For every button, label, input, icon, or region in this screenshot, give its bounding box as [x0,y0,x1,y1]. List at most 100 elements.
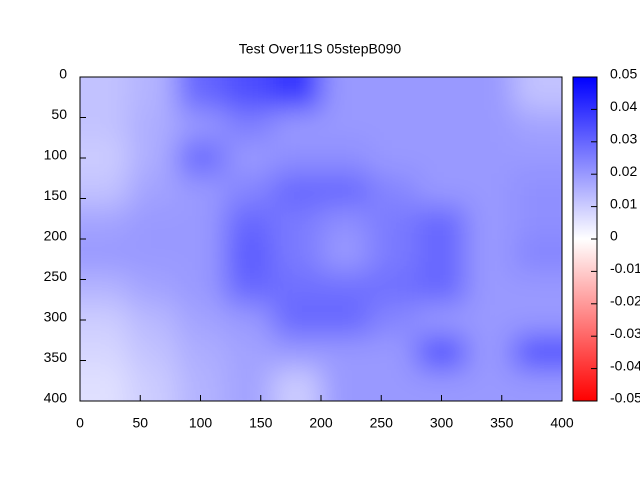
heatmap-cell [176,174,226,208]
heatmap-cell [321,368,371,401]
y-tick-label: 150 [44,187,68,203]
heatmap-cell [224,109,274,143]
heatmap-cell [224,303,274,338]
heatmap-cell [272,303,322,338]
heatmap-cell [321,206,371,240]
heatmap-cell [80,109,130,143]
heatmap-cell [465,239,515,273]
heatmap-cell [417,141,467,176]
heatmap [80,77,562,401]
heatmap-cell [176,206,226,240]
heatmap-cell [176,303,226,338]
heatmap-cell [128,271,178,305]
colorbar-tick-label: -0.04 [610,357,640,373]
heatmap-cell [321,141,371,176]
colorbar-tick-label: 0.02 [610,163,637,179]
heatmap-cell [128,368,178,401]
heatmap-cell [369,109,419,143]
heatmap-cell [224,77,274,111]
x-tick-label: 0 [76,415,84,431]
heatmap-cell [369,206,419,240]
heatmap-cell [80,368,130,401]
heatmap-cell [321,271,371,305]
heatmap-cell [369,271,419,305]
heatmap-cell [513,206,562,240]
x-tick-label: 100 [189,415,213,431]
y-tick-label: 300 [44,309,68,325]
heatmap-cell [465,77,515,111]
heatmap-cell [417,336,467,370]
heatmap-cell [80,174,130,208]
colorbar-tick-label: -0.01 [610,260,640,276]
heatmap-cell [128,77,178,111]
heatmap-cell [224,206,274,240]
heatmap-cell [80,206,130,240]
heatmap-cell [128,336,178,370]
heatmap-cell [513,336,562,370]
x-tick-label: 250 [370,415,394,431]
colorbar [572,76,598,402]
heatmap-cell [417,206,467,240]
y-tick-label: 0 [59,66,67,82]
heatmap-cell [176,109,226,143]
heatmap-cell [80,141,130,176]
heatmap-cell [128,206,178,240]
heatmap-cell [272,174,322,208]
heatmap-cell [465,368,515,401]
heatmap-cell [80,239,130,273]
heatmap-cell [224,239,274,273]
heatmap-cell [272,271,322,305]
heatmap-cell [513,368,562,401]
heatmap-cell [272,368,322,401]
heatmap-cell [128,109,178,143]
heatmap-cell [465,141,515,176]
heatmap-cell [513,109,562,143]
heatmap-cell [321,239,371,273]
heatmap-cell [417,303,467,338]
heatmap-cell [417,174,467,208]
heatmap-cell [513,303,562,338]
heatmap-cell [128,174,178,208]
heatmap-cells [80,77,562,401]
heatmap-cell [321,336,371,370]
heatmap-cell [176,336,226,370]
heatmap-cell [513,141,562,176]
heatmap-cell [513,239,562,273]
x-tick-label: 300 [430,415,454,431]
heatmap-cell [369,303,419,338]
heatmap-cell [417,239,467,273]
x-tick-label: 150 [249,415,273,431]
heatmap-cell [417,77,467,111]
y-tick-label: 350 [44,349,68,365]
heatmap-cell [80,77,130,111]
heatmap-cell [272,141,322,176]
heatmap-cell [128,141,178,176]
y-tick-label: 250 [44,268,68,284]
colorbar-tick-label: -0.03 [610,325,640,341]
heatmap-cell [321,303,371,338]
heatmap-cell [369,336,419,370]
heatmap-cell [513,271,562,305]
colorbar-tick-label: 0.03 [610,131,637,147]
heatmap-cell [417,271,467,305]
heatmap-cell [176,141,226,176]
heatmap-cell [513,174,562,208]
heatmap-cell [513,77,562,111]
x-tick-label: 200 [309,415,333,431]
heatmap-cell [224,174,274,208]
heatmap-cell [224,141,274,176]
chart-title: Test Over11S 05stepB090 [239,41,402,57]
heatmap-cell [272,109,322,143]
heatmap-cell [369,174,419,208]
heatmap-cell [417,109,467,143]
heatmap-cell [272,206,322,240]
heatmap-cell [321,77,371,111]
colorbar-tick-label: 0.05 [610,66,637,82]
heatmap-cell [176,77,226,111]
heatmap-cell [80,271,130,305]
heatmap-cell [465,174,515,208]
x-tick-label: 50 [132,415,148,431]
heatmap-cell [224,368,274,401]
heatmap-cell [465,336,515,370]
